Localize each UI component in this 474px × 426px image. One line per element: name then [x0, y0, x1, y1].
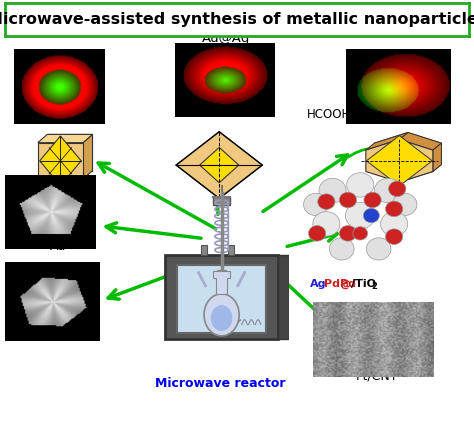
- Polygon shape: [47, 134, 92, 171]
- Circle shape: [204, 294, 239, 336]
- Circle shape: [339, 225, 356, 241]
- Text: Pd: Pd: [340, 279, 356, 289]
- Polygon shape: [433, 143, 441, 172]
- Bar: [201, 245, 207, 255]
- Text: H₂ + CO₂: H₂ + CO₂: [379, 108, 432, 121]
- Text: Au: Au: [50, 147, 66, 161]
- Polygon shape: [366, 135, 432, 186]
- Circle shape: [319, 178, 346, 203]
- Circle shape: [346, 202, 375, 229]
- Circle shape: [374, 178, 401, 203]
- Circle shape: [313, 212, 340, 236]
- Bar: [213, 197, 230, 205]
- Circle shape: [385, 229, 403, 245]
- Circle shape: [364, 192, 381, 208]
- Text: Pt/CNT: Pt/CNT: [356, 369, 398, 383]
- Circle shape: [366, 238, 391, 260]
- FancyBboxPatch shape: [165, 255, 278, 339]
- Circle shape: [309, 225, 326, 241]
- Text: Ag: Ag: [310, 279, 327, 289]
- Bar: [177, 265, 266, 333]
- Polygon shape: [83, 134, 92, 179]
- Polygon shape: [176, 132, 262, 199]
- Circle shape: [385, 201, 403, 217]
- Polygon shape: [374, 132, 441, 175]
- Circle shape: [339, 192, 356, 208]
- Polygon shape: [38, 143, 83, 179]
- Circle shape: [389, 181, 406, 197]
- Circle shape: [329, 238, 354, 260]
- Text: Au: Au: [50, 240, 66, 253]
- Circle shape: [318, 194, 335, 210]
- Text: /TiO: /TiO: [351, 279, 376, 289]
- Circle shape: [346, 173, 374, 197]
- Circle shape: [381, 212, 408, 236]
- Polygon shape: [40, 136, 81, 186]
- Text: Au@Ag: Au@Ag: [201, 32, 250, 45]
- Text: Microwave reactor: Microwave reactor: [155, 377, 285, 390]
- Text: HCOOH: HCOOH: [307, 108, 352, 121]
- Circle shape: [211, 305, 232, 331]
- Polygon shape: [399, 132, 441, 150]
- Polygon shape: [200, 147, 239, 183]
- Text: Pd@: Pd@: [324, 279, 351, 289]
- Circle shape: [353, 227, 368, 240]
- Text: 2: 2: [372, 282, 377, 291]
- Polygon shape: [366, 132, 408, 150]
- Circle shape: [303, 193, 328, 216]
- Bar: [228, 245, 234, 255]
- Polygon shape: [278, 255, 289, 339]
- Text: Microwave-assisted synthesis of metallic nanoparticles: Microwave-assisted synthesis of metallic…: [0, 12, 474, 27]
- Polygon shape: [38, 134, 92, 143]
- Polygon shape: [213, 271, 230, 294]
- Circle shape: [363, 208, 379, 223]
- Circle shape: [392, 193, 417, 216]
- Polygon shape: [399, 164, 441, 182]
- Polygon shape: [366, 139, 433, 182]
